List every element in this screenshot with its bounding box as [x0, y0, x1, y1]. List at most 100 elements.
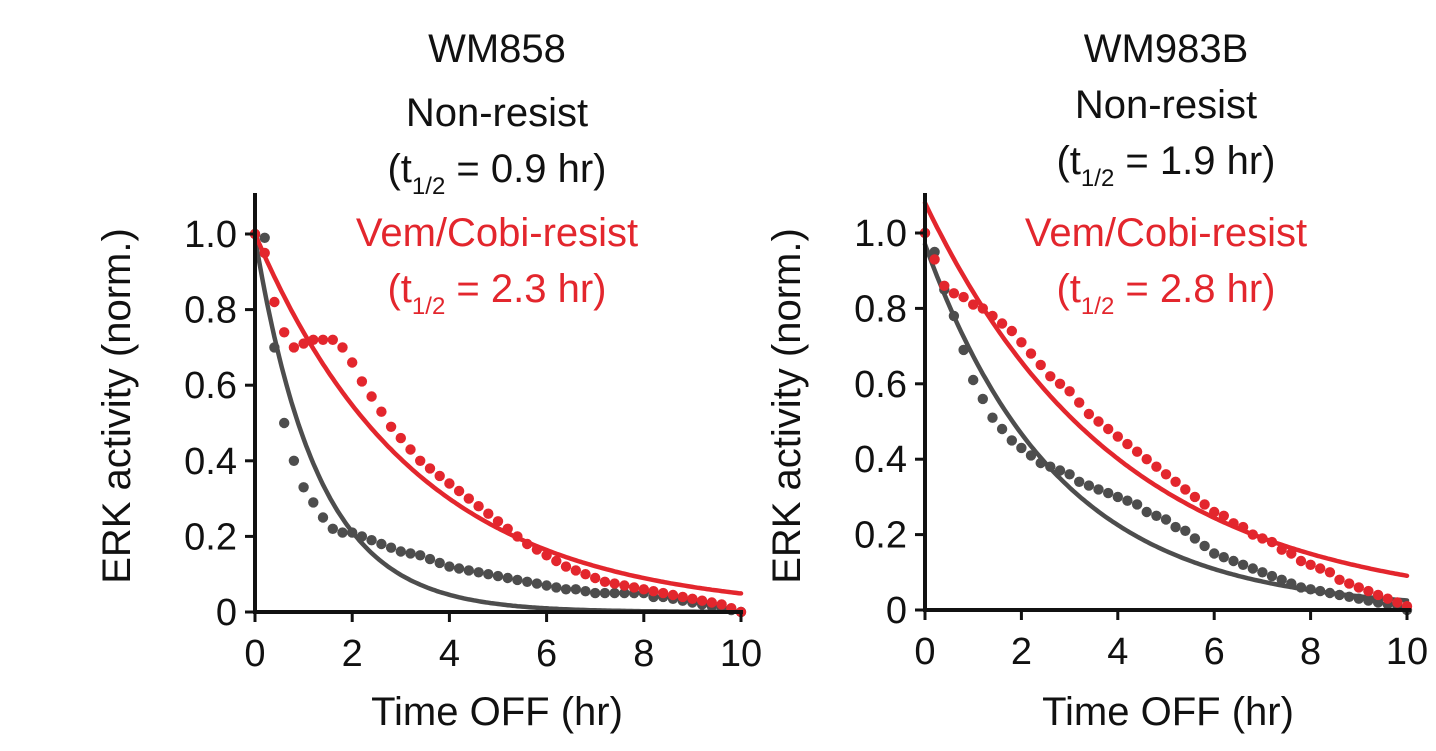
- legend-grey-halflife: (t1/2 = 0.9 hr): [387, 147, 606, 200]
- data-point-nonresist: [337, 527, 348, 538]
- data-point-nonresist: [1266, 570, 1278, 582]
- data-point-nonresist: [1189, 533, 1201, 544]
- data-point-resist: [1180, 484, 1191, 495]
- data-point-resist: [1074, 397, 1085, 408]
- axis-ticks: 0 0.2 0.4 0.6 0.8 1.0 0 2 4 6 8 10: [184, 214, 762, 675]
- data-point-nonresist: [1122, 495, 1133, 506]
- data-point-resist: [298, 338, 309, 349]
- data-point-resist: [531, 544, 543, 555]
- data-point-resist: [492, 516, 504, 527]
- data-point-nonresist: [948, 310, 960, 322]
- data-point-nonresist: [590, 587, 601, 599]
- data-point-resist: [677, 591, 688, 603]
- data-point-nonresist: [522, 576, 533, 587]
- data-point-nonresist: [1295, 582, 1307, 593]
- data-point-resist: [366, 391, 377, 402]
- data-point-nonresist: [327, 523, 338, 534]
- data-point-nonresist: [551, 582, 562, 593]
- data-point-resist: [1218, 510, 1230, 521]
- axis-ticks: 0 0.2 0.4 0.6 0.8 1.0 0 2 4 6 8 10: [854, 213, 1428, 673]
- data-point-resist: [560, 561, 572, 572]
- data-point-nonresist: [502, 572, 513, 584]
- data-point-resist: [1324, 567, 1336, 578]
- data-point-nonresist: [1247, 563, 1259, 574]
- data-point-nonresist: [1199, 540, 1210, 552]
- data-point-nonresist: [1315, 585, 1326, 597]
- data-point-resist: [376, 406, 387, 417]
- data-point-nonresist: [958, 344, 969, 356]
- y-tick-label: 0: [886, 590, 907, 632]
- y-tick-label: 1.0: [854, 213, 907, 255]
- data-point-resist: [1315, 563, 1326, 574]
- data-point-resist: [1064, 386, 1075, 397]
- data-point-resist: [415, 455, 426, 466]
- data-point-nonresist: [1064, 469, 1075, 480]
- panel-wm858: WM858 Non-resist (t1/2 = 0.9 hr) Vem/Cob…: [95, 27, 762, 734]
- data-point-resist: [696, 595, 708, 606]
- data-point-nonresist: [1286, 578, 1297, 589]
- data-point-resist: [502, 523, 513, 534]
- data-point-nonresist: [453, 563, 465, 574]
- data-point-nonresist: [1093, 484, 1104, 495]
- data-point-resist: [1237, 521, 1249, 533]
- x-axis-title: Time OFF (hr): [1042, 690, 1294, 734]
- x-tick-label: 2: [1011, 631, 1032, 673]
- data-point-nonresist: [1363, 595, 1374, 606]
- data-point-nonresist: [1141, 506, 1152, 518]
- data-point-nonresist: [317, 512, 329, 523]
- x-tick-label: 10: [720, 633, 762, 675]
- legend-red-label: Vem/Cobi-resist: [356, 211, 638, 255]
- data-point-resist: [609, 578, 620, 589]
- data-point-nonresist: [570, 584, 581, 595]
- y-tick-label: 0.6: [184, 365, 237, 407]
- data-point-resist: [1344, 578, 1355, 589]
- y-axis-title: ERK activity (norm.): [765, 228, 809, 584]
- data-point-nonresist: [298, 482, 309, 493]
- data-point-resist: [279, 327, 290, 338]
- data-point-nonresist: [385, 542, 397, 553]
- x-tick-label: 8: [633, 633, 654, 675]
- y-tick-label: 0.8: [854, 288, 907, 330]
- data-point-resist: [716, 599, 727, 610]
- data-point-resist: [1083, 408, 1095, 420]
- data-point-resist: [968, 299, 979, 310]
- y-tick-label: 0.2: [184, 516, 237, 558]
- data-point-resist: [590, 572, 601, 584]
- data-point-resist: [1363, 585, 1374, 597]
- data-point-nonresist: [405, 548, 416, 559]
- data-point-nonresist: [1209, 548, 1220, 559]
- data-point-resist: [337, 342, 348, 353]
- data-point-resist: [1247, 529, 1259, 540]
- fit-curve-resist: [922, 200, 1410, 579]
- data-point-nonresist: [434, 557, 445, 569]
- data-point-nonresist: [376, 538, 387, 550]
- data-point-nonresist: [356, 531, 368, 542]
- legend-red-halflife: (t1/2 = 2.3 hr): [387, 267, 606, 320]
- data-point-resist: [1372, 589, 1384, 601]
- data-point-nonresist: [987, 412, 998, 423]
- data-point-resist: [1286, 548, 1297, 559]
- data-point-nonresist: [1016, 442, 1027, 454]
- data-point-resist: [1392, 597, 1403, 608]
- data-point-resist: [434, 470, 445, 482]
- panel-title: WM858: [428, 27, 566, 71]
- data-point-resist: [1334, 574, 1345, 585]
- data-point-resist: [1266, 536, 1278, 548]
- data-point-resist: [483, 508, 494, 519]
- data-point-resist: [939, 280, 950, 291]
- data-point-resist: [648, 586, 659, 597]
- data-point-resist: [1305, 559, 1316, 570]
- data-point-nonresist: [279, 417, 290, 429]
- data-point-resist: [1054, 378, 1066, 389]
- fit-curves: [922, 200, 1410, 603]
- data-point-resist: [317, 334, 329, 345]
- data-point-nonresist: [473, 567, 484, 578]
- data-point-resist: [599, 576, 611, 587]
- data-point-nonresist: [541, 580, 552, 591]
- data-point-resist: [347, 357, 358, 368]
- data-point-resist: [541, 550, 552, 561]
- data-point-resist: [1016, 337, 1027, 348]
- data-points: [919, 227, 1413, 616]
- data-point-resist: [259, 247, 270, 259]
